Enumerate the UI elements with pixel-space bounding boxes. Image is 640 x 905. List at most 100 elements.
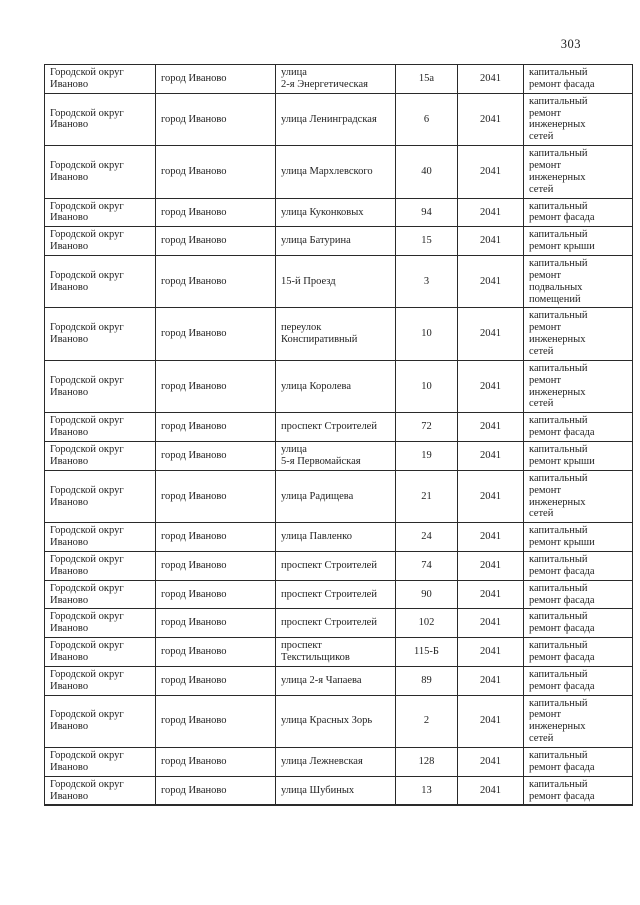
work-type-cell: капитальный ремонт фасада: [523, 665, 633, 696]
year-cell: 2041: [457, 307, 524, 361]
district-cell: Городской округ Иваново: [44, 307, 156, 361]
street-cell: улица 2-я Чапаева: [275, 665, 396, 696]
work-type-cell: капитальный ремонт инженерных сетей: [523, 359, 633, 414]
street-cell: проспект Строителей: [275, 579, 396, 610]
table-row: Городской округ Иваново город Иваново ул…: [44, 746, 633, 777]
street-cell: улица Батурина: [275, 226, 396, 257]
year-cell: 2041: [457, 359, 524, 414]
year-cell: 2041: [457, 522, 524, 552]
table-row: Городской округ Иваново город Иваново пр…: [44, 637, 633, 667]
city-cell: город Иваново: [155, 665, 276, 696]
city-cell: город Иваново: [155, 359, 276, 414]
city-cell: город Иваново: [155, 92, 276, 147]
district-cell: Городской округ Иваново: [44, 579, 156, 610]
page-number: 303: [560, 37, 581, 51]
district-cell: Городской округ Иваново: [44, 197, 156, 228]
house-number-cell: 90: [395, 579, 458, 610]
house-number-cell: 2: [395, 694, 458, 748]
year-cell: 2041: [457, 608, 524, 639]
house-number-cell: 128: [395, 746, 458, 777]
house-number-cell: 24: [395, 522, 458, 552]
work-type-cell: капитальный ремонт фасада: [523, 746, 633, 777]
district-cell: Городской округ Иваново: [44, 441, 156, 471]
district-cell: Городской округ Иваново: [44, 145, 156, 199]
year-cell: 2041: [457, 145, 524, 199]
city-cell: город Иваново: [155, 307, 276, 361]
repair-program-table: Городской округ Иваново город Иваново ул…: [44, 64, 633, 807]
city-cell: город Иваново: [155, 255, 276, 309]
city-cell: город Иваново: [155, 694, 276, 748]
work-type-cell: капитальный ремонт фасада: [523, 412, 633, 443]
street-cell: проспект Строителей: [275, 608, 396, 639]
district-cell: Городской округ Иваново: [44, 522, 156, 552]
house-number-cell: 102: [395, 608, 458, 639]
street-cell: проспект Текстильщиков: [275, 637, 396, 667]
street-cell: улица Куконковых: [275, 197, 396, 228]
street-cell: проспект Строителей: [275, 412, 396, 443]
district-cell: Городской округ Иваново: [44, 226, 156, 257]
table-row: Городской округ Иваново город Иваново ул…: [44, 469, 633, 524]
house-number-cell: 13: [395, 775, 458, 807]
street-cell: 15-й Проезд: [275, 255, 396, 309]
table-row: Городской округ Иваново город Иваново ул…: [44, 64, 633, 94]
street-cell: улица Лежневская: [275, 746, 396, 777]
work-type-cell: капитальный ремонт инженерных сетей: [523, 694, 633, 748]
year-cell: 2041: [457, 412, 524, 443]
city-cell: город Иваново: [155, 775, 276, 807]
street-cell: улица Шубиных: [275, 775, 396, 807]
city-cell: город Иваново: [155, 412, 276, 443]
street-cell: улица Радищева: [275, 469, 396, 524]
city-cell: город Иваново: [155, 145, 276, 199]
year-cell: 2041: [457, 694, 524, 748]
house-number-cell: 21: [395, 469, 458, 524]
work-type-cell: капитальный ремонт фасада: [523, 608, 633, 639]
house-number-cell: 115-Б: [395, 637, 458, 667]
house-number-cell: 6: [395, 92, 458, 147]
year-cell: 2041: [457, 579, 524, 610]
year-cell: 2041: [457, 665, 524, 696]
city-cell: город Иваново: [155, 522, 276, 552]
year-cell: 2041: [457, 197, 524, 228]
work-type-cell: капитальный ремонт крыши: [523, 226, 633, 257]
city-cell: город Иваново: [155, 608, 276, 639]
year-cell: 2041: [457, 469, 524, 524]
table-row: Городской округ Иваново город Иваново ул…: [44, 775, 633, 807]
work-type-cell: капитальный ремонт инженерных сетей: [523, 92, 633, 147]
work-type-cell: капитальный ремонт подвальных помещений: [523, 255, 633, 309]
work-type-cell: капитальный ремонт крыши: [523, 522, 633, 552]
street-cell: улица Павленко: [275, 522, 396, 552]
street-cell: улица 2-я Энергетическая: [275, 64, 396, 94]
year-cell: 2041: [457, 64, 524, 94]
house-number-cell: 89: [395, 665, 458, 696]
house-number-cell: 10: [395, 307, 458, 361]
table-row: Городской округ Иваново город Иваново ул…: [44, 145, 633, 199]
house-number-cell: 15: [395, 226, 458, 257]
year-cell: 2041: [457, 637, 524, 667]
district-cell: Городской округ Иваново: [44, 92, 156, 147]
district-cell: Городской округ Иваново: [44, 665, 156, 696]
table-row: Городской округ Иваново город Иваново пр…: [44, 550, 633, 581]
street-cell: переулок Конспиративный: [275, 307, 396, 361]
district-cell: Городской округ Иваново: [44, 359, 156, 414]
district-cell: Городской округ Иваново: [44, 608, 156, 639]
city-cell: город Иваново: [155, 469, 276, 524]
table-row: Городской округ Иваново город Иваново ул…: [44, 359, 633, 414]
house-number-cell: 74: [395, 550, 458, 581]
year-cell: 2041: [457, 226, 524, 257]
city-cell: город Иваново: [155, 226, 276, 257]
city-cell: город Иваново: [155, 197, 276, 228]
street-cell: улица Ленинградская: [275, 92, 396, 147]
district-cell: Городской округ Иваново: [44, 255, 156, 309]
city-cell: город Иваново: [155, 746, 276, 777]
work-type-cell: капитальный ремонт фасада: [523, 579, 633, 610]
house-number-cell: 94: [395, 197, 458, 228]
house-number-cell: 72: [395, 412, 458, 443]
table-row: Городской округ Иваново город Иваново пе…: [44, 307, 633, 361]
work-type-cell: капитальный ремонт фасада: [523, 775, 633, 807]
year-cell: 2041: [457, 775, 524, 807]
year-cell: 2041: [457, 550, 524, 581]
house-number-cell: 3: [395, 255, 458, 309]
district-cell: Городской округ Иваново: [44, 694, 156, 748]
work-type-cell: капитальный ремонт фасада: [523, 637, 633, 667]
